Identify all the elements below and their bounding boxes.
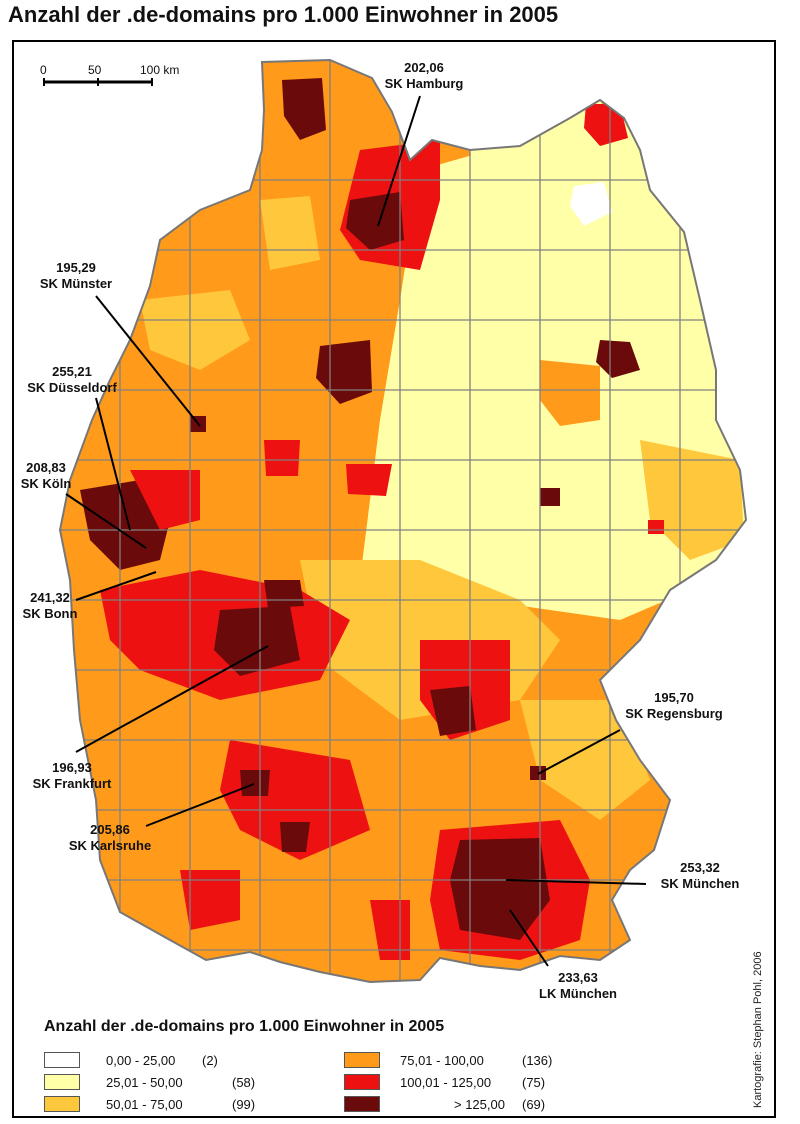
region-dresden	[648, 520, 664, 534]
legend-swatch	[44, 1096, 80, 1112]
legend-swatch	[44, 1052, 80, 1068]
legend-swatch	[344, 1074, 380, 1090]
legend-range: 0,00 - 25,00	[106, 1053, 176, 1068]
region-frankfurt	[214, 606, 300, 676]
legend-item: 100,01 - 125,00 (75)	[344, 1074, 604, 1092]
legend-item: 50,01 - 75,00 (99)	[44, 1096, 304, 1114]
region-tuebingen	[280, 822, 310, 852]
region-nuernberg	[430, 686, 476, 736]
callout-bonn-value: 241,32	[30, 590, 70, 605]
callout-sk-muenchen-name: SK München	[661, 876, 740, 891]
legend-swatch	[44, 1074, 80, 1090]
callout-muenster-value: 195,29	[56, 260, 96, 275]
scale-label-0: 0	[40, 63, 47, 77]
legend-range: 50,01 - 75,00	[106, 1097, 183, 1112]
callout-leaders	[65, 95, 647, 967]
region-nw2	[260, 196, 320, 270]
region-karlsruhe	[240, 770, 270, 796]
legend-range: > 125,00	[454, 1097, 505, 1112]
callout-muenster-name: SK Münster	[40, 276, 112, 291]
map-title: Anzahl der .de-domains pro 1.000 Einwohn…	[8, 2, 559, 27]
callout-regensburg-value: 195,70	[654, 690, 694, 705]
callout-lk-muenchen-value: 233,63	[558, 970, 598, 985]
callout-labels: 202,06 SK Hamburg 195,29 SK Münster 255,…	[21, 60, 740, 1001]
callout-karlsruhe-name: SK Karlsruhe	[69, 838, 151, 853]
region-berlin	[596, 340, 640, 378]
region-white	[570, 182, 612, 226]
region-leipzig	[540, 488, 560, 506]
callout-frankfurt-value: 196,93	[52, 760, 92, 775]
legend-title: Anzahl der .de-domains pro 1.000 Einwohn…	[44, 1018, 445, 1035]
callout-sk-muenchen-value: 253,32	[680, 860, 720, 875]
region-nw	[140, 290, 250, 370]
district-borders	[60, 60, 746, 982]
legend-count: (69)	[522, 1097, 546, 1112]
region-red-2	[346, 464, 392, 496]
region-freiburg	[180, 870, 240, 930]
region-muenchen	[450, 838, 550, 940]
callout-duesseldorf-name: SK Düsseldorf	[27, 380, 117, 395]
scale-label-50: 50	[88, 63, 102, 77]
map-frame	[12, 40, 776, 1118]
legend-item: > 125,00 (69)	[344, 1096, 604, 1114]
legend-item: 25,01 - 50,00 (58)	[44, 1074, 304, 1092]
legend-range: 75,01 - 100,00	[400, 1053, 484, 1068]
map-credit: Kartografie: Stephan Pohl, 2006	[752, 951, 764, 1108]
scale-bar: 0 50 100 km	[40, 63, 179, 86]
callout-hamburg-value: 202,06	[404, 60, 444, 75]
region-nf	[282, 78, 326, 140]
scale-label-100: 100 km	[140, 63, 179, 77]
callout-regensburg-name: SK Regensburg	[625, 706, 723, 721]
germany-outline	[58, 58, 748, 984]
legend-count: (75)	[522, 1075, 546, 1090]
region-east-orange	[540, 360, 600, 426]
legend-item: 0,00 - 25,00 (2)	[44, 1052, 304, 1070]
callout-karlsruhe-value: 205,86	[90, 822, 130, 837]
legend-count: (136)	[522, 1053, 553, 1068]
region-giessen	[264, 580, 304, 608]
callout-bonn-name: SK Bonn	[23, 606, 78, 621]
legend-count: (58)	[232, 1075, 256, 1090]
callout-frankfurt-name: SK Frankfurt	[33, 776, 112, 791]
region-red-1	[264, 440, 300, 476]
legend-range: 25,01 - 50,00	[106, 1075, 183, 1090]
callout-koeln-name: SK Köln	[21, 476, 72, 491]
callout-lk-muenchen-name: LK München	[539, 986, 617, 1001]
legend-range: 100,01 - 125,00	[400, 1075, 492, 1090]
region-ruegen	[584, 104, 628, 146]
legend-swatch	[344, 1096, 380, 1112]
legend-item: 75,01 - 100,00 (136)	[344, 1052, 604, 1070]
legend-count: (99)	[232, 1097, 256, 1112]
callout-hamburg-name: SK Hamburg	[385, 76, 464, 91]
callout-koeln-value: 208,83	[26, 460, 66, 475]
legend-count: (2)	[202, 1053, 218, 1068]
region-ruhr-red	[130, 470, 200, 530]
region-hamburg	[346, 192, 404, 250]
callout-duesseldorf-value: 255,21	[52, 364, 92, 379]
region-bavaria-east	[520, 700, 650, 820]
legend-swatch	[344, 1052, 380, 1068]
